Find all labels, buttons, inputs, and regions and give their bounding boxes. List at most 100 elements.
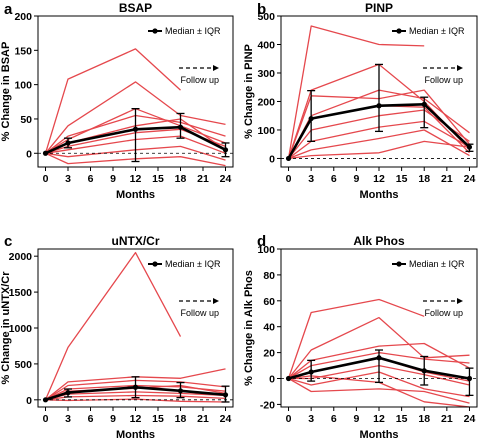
legend-median-marker [396,28,402,34]
panel-letter: c [4,233,12,250]
x-tick-label: 12 [130,173,142,185]
x-tick-label: 3 [308,413,314,425]
x-tick-label: 6 [331,173,337,185]
y-axis-label: % Change in uNTX/Cr [0,271,12,385]
y-tick-label: 0 [26,395,32,407]
median-point [132,126,139,132]
panel-a: a BSAP 0 3 6 9 12 15 18 21 24 0 50 100 150 200 Months % C… [0,1,234,201]
y-tick-label: 0 [269,374,275,386]
x-tick-label: 3 [65,173,71,185]
median-point [177,388,184,394]
median-point [222,147,229,153]
panel-c: c uNTX/Cr 0 3 6 9 12 15 18 21 24 0 500 1000 1500 2000 Mo… [0,233,234,441]
panel-letter: b [257,1,266,18]
x-tick-label: 6 [88,413,94,425]
legend: Median ± IQR Follow up [392,26,465,85]
legend-followup-label: Follow up [180,75,219,85]
x-axis-label: Months [116,429,155,441]
y-axis-label: % Change in Alk Phos [243,270,255,386]
individual-series-line-3 [288,342,470,380]
legend-median-marker [152,28,158,34]
y-tick-label: 2000 [9,251,33,263]
y-tick-label: -20 [260,399,275,411]
x-tick-label: 21 [441,173,453,185]
y-tick-label: 100 [14,80,32,92]
y-tick-label: 40 [263,322,275,334]
individual-series-line-2 [287,316,470,379]
y-tick-label: 300 [257,68,275,80]
median-point [285,155,292,162]
y-tick-label: 200 [14,11,32,23]
x-tick-label: 9 [353,173,359,185]
x-tick-label: 12 [130,413,142,425]
x-tick-label: 0 [286,413,292,425]
panel-title: uNTX/Cr [112,234,160,248]
median-point [285,375,292,382]
y-tick-label: 0 [269,153,275,165]
legend-median-marker [152,261,158,267]
x-tick-label: 9 [110,173,116,185]
median-point [376,355,382,361]
y-tick-label: 150 [14,45,32,57]
legend-median-label: Median ± IQR [409,259,465,269]
individual-series-line-1 [44,251,182,401]
x-tick-label: 18 [418,413,430,425]
x-tick-label: 9 [110,413,116,425]
legend-median-label: Median ± IQR [409,26,465,36]
median-point [42,397,49,403]
x-tick-label: 15 [152,413,164,425]
median-point [421,368,427,374]
median-point [65,140,71,146]
y-tick-label: 400 [257,39,275,51]
median-series [285,63,474,162]
panel-title: BSAP [119,1,152,15]
y-tick-label: 50 [20,114,32,126]
x-tick-label: 9 [353,413,359,425]
arrow-right-icon [457,65,463,71]
legend: Median ± IQR Follow up [148,259,221,318]
median-point [376,103,382,109]
legend-median-label: Median ± IQR [165,26,221,36]
individual-series-line-2 [44,81,226,154]
x-tick-label: 12 [373,413,385,425]
median-point [466,375,473,382]
x-tick-label: 24 [220,173,232,185]
legend: Median ± IQR Follow up [392,259,465,318]
x-tick-label: 12 [373,173,385,185]
median-series [285,349,474,396]
y-tick-label: 1500 [9,287,33,299]
x-tick-label: 15 [396,413,408,425]
arrow-right-icon [213,298,219,304]
median-point [466,144,473,150]
x-tick-label: 24 [464,173,476,185]
arrow-right-icon [213,65,219,71]
x-tick-label: 24 [220,413,232,425]
y-axis-label: % Change in BSAP [0,42,12,142]
x-tick-label: 3 [308,173,314,185]
median-series [42,108,230,163]
x-tick-label: 18 [418,173,430,185]
legend-followup-label: Follow up [180,308,219,318]
x-axis-label: Months [116,189,155,201]
x-axis-label: Months [359,189,398,201]
x-tick-label: 18 [175,413,187,425]
legend-median-label: Median ± IQR [165,259,221,269]
individual-series-line-1 [44,48,181,154]
panel-title: PINP [365,1,393,15]
x-tick-label: 6 [331,413,337,425]
x-tick-label: 6 [88,173,94,185]
panel-b: b PINP 0 3 6 9 12 15 18 21 24 0 100 200 300 400 500 Month… [243,1,478,201]
y-tick-label: 200 [257,96,275,108]
x-tick-label: 0 [286,173,292,185]
individual-series-line-1 [287,25,425,159]
plot-frame [280,248,478,408]
median-point [308,115,314,122]
legend-followup-label: Follow up [424,308,463,318]
y-axis-label: % Change in PINP [243,44,255,139]
individual-series-line-8 [288,377,470,404]
y-tick-label: 100 [257,244,275,256]
y-tick-label: 100 [257,125,275,137]
median-point [177,124,184,130]
